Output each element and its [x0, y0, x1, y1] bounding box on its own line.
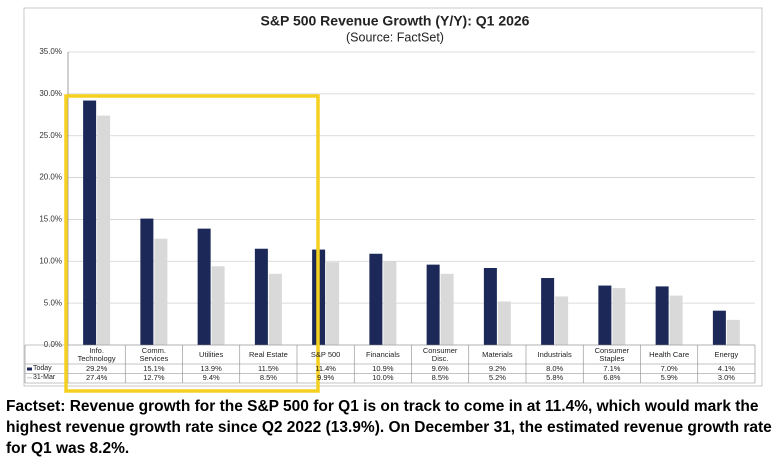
y-tick-label: 35.0%	[39, 47, 62, 56]
value-label: 8.5%	[431, 373, 449, 383]
value-label: 13.9%	[200, 363, 222, 373]
value-label: 10.9%	[372, 363, 394, 373]
bars	[83, 100, 740, 345]
x-tick-label: Materials	[482, 349, 513, 359]
highlight-box	[64, 94, 320, 393]
value-label: 7.1%	[603, 363, 621, 373]
value-label: 3.0%	[717, 373, 735, 383]
x-tick-label: Consumer Staples	[594, 345, 630, 363]
x-tick-label: Energy	[714, 349, 739, 359]
legend-label: Today	[33, 364, 52, 372]
bar	[369, 253, 383, 345]
value-label: 12.7%	[143, 373, 165, 383]
value-label: 27.4%	[85, 373, 108, 383]
legend-swatch	[27, 367, 32, 371]
y-tick-label: 30.0%	[39, 89, 62, 98]
value-label: 9.6%	[431, 363, 449, 373]
bar	[655, 286, 669, 345]
value-label: 7.0%	[660, 363, 678, 373]
y-tick-label: 25.0%	[39, 131, 62, 140]
bar	[140, 218, 154, 345]
bar	[440, 273, 454, 345]
legend-swatch	[27, 377, 32, 379]
chart-title: S&P 500 Revenue Growth (Y/Y): Q1 2026	[261, 13, 530, 29]
chart-subtitle: (Source: FactSet)	[346, 30, 444, 44]
data-table-lines	[24, 344, 755, 384]
y-tick-label: 15.0%	[39, 215, 62, 224]
bar	[669, 295, 683, 345]
bar	[211, 266, 225, 345]
value-label: 9.9%	[317, 373, 335, 383]
value-label: 8.0%	[546, 363, 564, 373]
x-tick-label: Financials	[365, 349, 400, 359]
bar	[612, 288, 626, 345]
bar	[598, 285, 612, 345]
value-label: 29.2%	[85, 363, 108, 373]
value-label: 9.2%	[488, 363, 506, 373]
bar	[268, 273, 282, 345]
x-tick-label: Real Estate	[248, 349, 288, 359]
value-label: 4.1%	[717, 363, 735, 373]
legend-label: 31-Mar	[33, 374, 56, 382]
y-tick-label: 0.0%	[44, 340, 62, 349]
value-label: 6.8%	[603, 373, 621, 383]
bar	[383, 261, 397, 345]
value-label: 15.1%	[143, 363, 165, 373]
value-label: 5.9%	[660, 373, 678, 383]
value-label: 11.4%	[315, 363, 336, 373]
value-label: 5.2%	[488, 373, 506, 383]
bar	[426, 264, 440, 345]
bar	[97, 115, 111, 345]
x-tick-label: Utilities	[199, 349, 224, 359]
x-tick-label: Health Care	[649, 349, 690, 359]
value-label: 8.5%	[259, 373, 277, 383]
x-tick-label: Industrials	[537, 349, 572, 359]
chart: S&P 500 Revenue Growth (Y/Y): Q1 2026 (S…	[23, 7, 763, 393]
bar	[83, 100, 97, 345]
bar	[154, 238, 168, 345]
value-label: 10.0%	[372, 373, 394, 383]
x-tick-label: S&P 500	[310, 349, 341, 359]
bar	[712, 310, 726, 345]
bar	[326, 262, 340, 345]
value-label: 9.4%	[202, 373, 220, 383]
bar	[497, 301, 511, 345]
bar	[197, 228, 211, 345]
x-tick-label: Comm. Services	[139, 345, 169, 363]
caption: Factset: Revenue growth for the S&P 500 …	[6, 398, 772, 457]
value-label: 11.5%	[258, 363, 279, 373]
bar	[555, 296, 569, 345]
y-tick-label: 20.0%	[39, 173, 62, 182]
value-label: 5.8%	[546, 373, 564, 383]
bar	[541, 278, 555, 345]
bar	[483, 267, 497, 345]
x-tick-label: Consumer Disc.	[422, 345, 458, 363]
bar	[726, 319, 740, 345]
y-tick-label: 5.0%	[44, 298, 62, 307]
table-dividers	[27, 345, 756, 383]
bar	[254, 248, 268, 345]
y-tick-label: 10.0%	[39, 256, 62, 265]
x-tick-label: Info. Technology	[77, 345, 116, 363]
